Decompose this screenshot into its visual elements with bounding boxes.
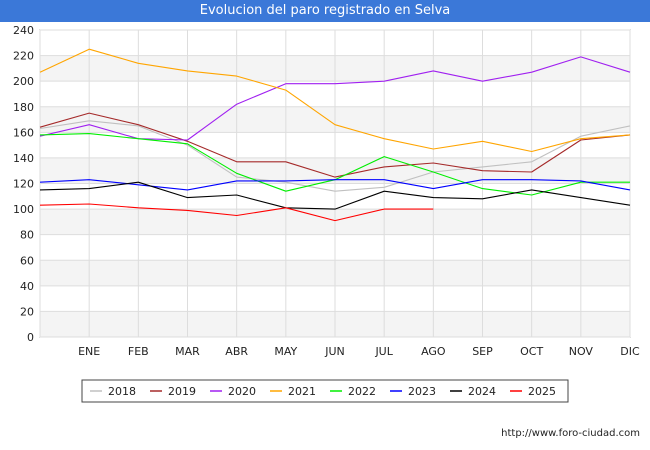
- chart-title: Evolucion del paro registrado en Selva: [0, 0, 650, 22]
- legend-box: [81, 379, 569, 403]
- y-tick-label: 220: [13, 50, 34, 63]
- y-tick-label: 120: [13, 178, 34, 191]
- grid-layer: [39, 29, 631, 338]
- legend-label-2019: 2019: [168, 385, 196, 398]
- legend-label-2025: 2025: [528, 385, 556, 398]
- x-tick-label: JUL: [374, 345, 393, 358]
- series-line-2018: [39, 120, 631, 192]
- source-url: http://www.foro-ciudad.com: [501, 428, 640, 439]
- x-tick-label: FEB: [128, 345, 149, 358]
- y-tick-label: 60: [20, 254, 34, 267]
- y-tick-label: 20: [20, 305, 34, 318]
- y-tick-label: 160: [13, 126, 34, 139]
- x-tick-label: DIC: [620, 345, 640, 358]
- x-tick-label: MAY: [274, 345, 297, 358]
- x-tick-label: JUN: [324, 345, 345, 358]
- y-tick-label: 80: [20, 229, 34, 242]
- legend: 2018 2019 2020 2021 2022 2023 2024 2025: [81, 379, 569, 403]
- y-tick-label: 180: [13, 101, 34, 114]
- x-tick-label: ENE: [78, 345, 100, 358]
- legend-label-2020: 2020: [228, 385, 256, 398]
- series-line-2021: [39, 48, 631, 153]
- legend-label-2022: 2022: [348, 385, 376, 398]
- legend-label-2024: 2024: [468, 385, 496, 398]
- series-line-2019: [39, 112, 631, 178]
- y-tick-label: 100: [13, 203, 34, 216]
- legend-label-2021: 2021: [288, 385, 316, 398]
- y-tick-label: 140: [13, 152, 34, 165]
- series-line-2024: [39, 181, 631, 210]
- x-tick-label: SEP: [472, 345, 493, 358]
- x-tick-label: MAR: [175, 345, 200, 358]
- x-tick-label: NOV: [569, 345, 594, 358]
- legend-label-2023: 2023: [408, 385, 436, 398]
- y-tick-label: 200: [13, 75, 34, 88]
- y-tick-label: 240: [13, 24, 34, 37]
- axis-layer: 0 20 40 60 80 100 120 140 160 180 200 220 240 ENE FEB M…: [13, 24, 640, 358]
- series-line-2023: [39, 179, 631, 191]
- series-layer: [39, 48, 631, 222]
- legend-label-2018: 2018: [108, 385, 136, 398]
- x-tick-label: ABR: [225, 345, 248, 358]
- y-tick-label: 0: [27, 331, 34, 344]
- x-tick-label: AGO: [421, 345, 446, 358]
- line-chart: 0 20 40 60 80 100 120 140 160 180 200 220 240 ENE FEB M…: [13, 24, 640, 403]
- series-line-2025: [39, 203, 434, 222]
- x-tick-label: OCT: [520, 345, 543, 358]
- y-tick-label: 40: [20, 280, 34, 293]
